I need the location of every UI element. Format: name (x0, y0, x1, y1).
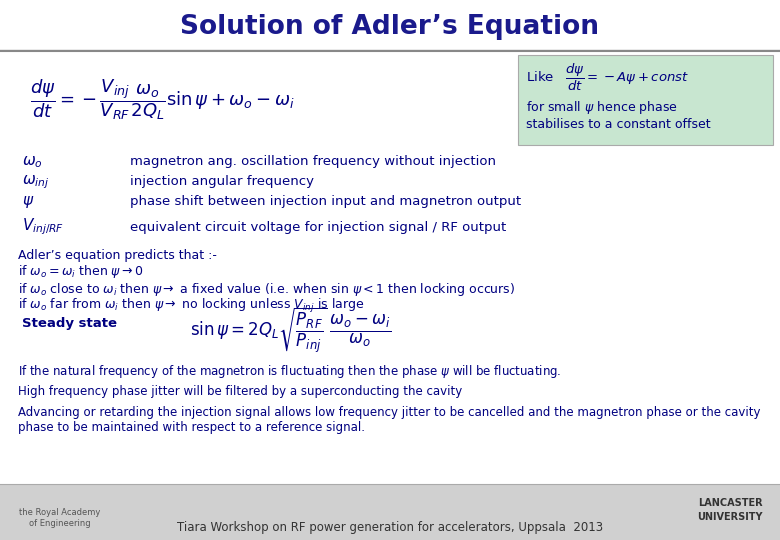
Text: Like   $\dfrac{d\psi}{dt} = -A\psi + const$: Like $\dfrac{d\psi}{dt} = -A\psi + const… (526, 62, 690, 92)
Text: High frequency phase jitter will be filtered by a superconducting the cavity: High frequency phase jitter will be filt… (18, 384, 463, 397)
Text: the Royal Academy
of Engineering: the Royal Academy of Engineering (20, 508, 101, 529)
Text: Adler’s equation predicts that :-: Adler’s equation predicts that :- (18, 248, 217, 261)
Text: magnetron ang. oscillation frequency without injection: magnetron ang. oscillation frequency wit… (130, 156, 496, 168)
Text: if $\omega_o$ far from $\omega_i$ then $\psi \rightarrow$ no locking unless $V_{: if $\omega_o$ far from $\omega_i$ then $… (18, 297, 364, 315)
Text: Tiara Workshop on RF power generation for accelerators, Uppsala  2013: Tiara Workshop on RF power generation fo… (177, 522, 603, 535)
Text: $\omega_{inj}$: $\omega_{inj}$ (22, 173, 49, 191)
Text: $\psi$: $\psi$ (22, 194, 34, 210)
FancyBboxPatch shape (0, 51, 780, 485)
Text: LANCASTER
UNIVERSITY: LANCASTER UNIVERSITY (697, 498, 763, 522)
Text: if $\omega_o$ close to $\omega_i$ then $\psi \rightarrow$ a fixed value (i.e. wh: if $\omega_o$ close to $\omega_i$ then $… (18, 280, 516, 298)
Text: phase shift between injection input and magnetron output: phase shift between injection input and … (130, 195, 521, 208)
Text: if $\omega_o = \omega_i$ then $\psi \rightarrow 0$: if $\omega_o = \omega_i$ then $\psi \rig… (18, 264, 144, 280)
Text: Solution of Adler’s Equation: Solution of Adler’s Equation (180, 14, 600, 40)
Text: injection angular frequency: injection angular frequency (130, 176, 314, 188)
Text: If the natural frequency of the magnetron is fluctuating then the phase $\psi$ w: If the natural frequency of the magnetro… (18, 363, 562, 381)
FancyBboxPatch shape (0, 484, 780, 540)
FancyBboxPatch shape (518, 55, 773, 145)
Text: $V_{inj/RF}$: $V_{inj/RF}$ (22, 217, 64, 237)
Text: $\sin\psi = 2Q_L\sqrt{\dfrac{P_{RF}}{P_{inj}}}\;\dfrac{\omega_o - \omega_i}{\ome: $\sin\psi = 2Q_L\sqrt{\dfrac{P_{RF}}{P_{… (190, 305, 392, 355)
Text: Steady state: Steady state (22, 318, 117, 330)
Text: Advancing or retarding the injection signal allows low frequency jitter to be ca: Advancing or retarding the injection sig… (18, 406, 760, 434)
Text: equivalent circuit voltage for injection signal / RF output: equivalent circuit voltage for injection… (130, 220, 506, 233)
Text: stabilises to a constant offset: stabilises to a constant offset (526, 118, 711, 131)
Text: $\dfrac{d\psi}{dt} = -\dfrac{V_{inj}}{V_{RF}}\dfrac{\omega_o}{2Q_L}\sin\psi + \o: $\dfrac{d\psi}{dt} = -\dfrac{V_{inj}}{V_… (30, 78, 295, 122)
Text: $\omega_o$: $\omega_o$ (22, 154, 43, 170)
Text: for small $\psi$ hence phase: for small $\psi$ hence phase (526, 99, 678, 117)
